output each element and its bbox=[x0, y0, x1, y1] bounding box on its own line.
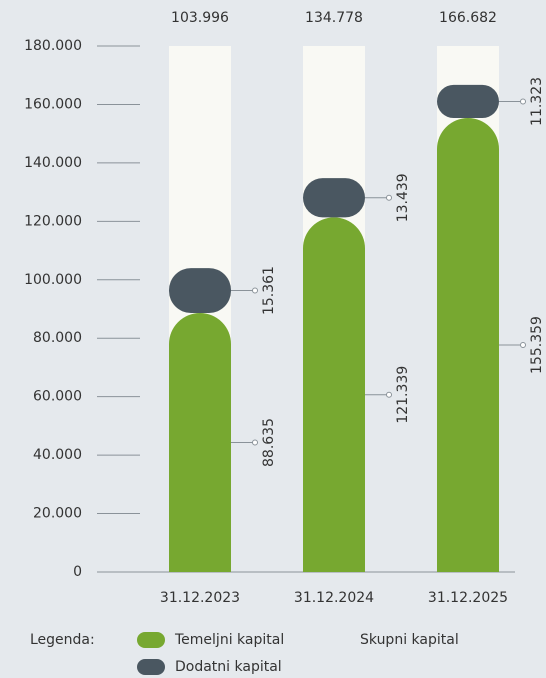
y-tick-label: 40.000 bbox=[33, 447, 82, 463]
leader-dot bbox=[520, 342, 526, 349]
bar-segment bbox=[169, 313, 231, 572]
legend-label: Temeljni kapital bbox=[174, 632, 284, 648]
leader-dot bbox=[386, 194, 392, 201]
y-tick-label: 0 bbox=[73, 564, 82, 580]
y-tick-label: 120.000 bbox=[24, 213, 82, 229]
data-label: 88.635 bbox=[261, 418, 277, 467]
y-tick-label: 60.000 bbox=[33, 389, 82, 405]
bar-segment bbox=[437, 84, 499, 119]
leader-dot bbox=[252, 287, 258, 294]
total-label: 103.996 bbox=[171, 10, 229, 26]
data-label: 13.439 bbox=[395, 173, 411, 222]
bar-segment bbox=[169, 268, 231, 313]
data-label: 155.359 bbox=[529, 316, 545, 374]
data-label: 15.361 bbox=[261, 266, 277, 315]
legend-swatch bbox=[137, 659, 165, 675]
leader-dot bbox=[386, 391, 392, 398]
data-label: 121.339 bbox=[395, 366, 411, 424]
y-tick-label: 20.000 bbox=[33, 506, 82, 522]
y-tick-label: 140.000 bbox=[24, 155, 82, 171]
x-tick-label: 31.12.2024 bbox=[294, 590, 374, 606]
x-tick-label: 31.12.2025 bbox=[428, 590, 508, 606]
legend-label: Skupni kapital bbox=[360, 632, 459, 648]
x-tick-label: 31.12.2023 bbox=[160, 590, 240, 606]
y-tick-label: 80.000 bbox=[33, 330, 82, 346]
y-tick-label: 160.000 bbox=[24, 96, 82, 112]
bar-segment bbox=[303, 178, 365, 218]
bar-segment bbox=[437, 118, 499, 573]
data-label: 11.323 bbox=[529, 77, 545, 126]
leader-dot bbox=[520, 98, 526, 105]
y-tick-label: 180.000 bbox=[24, 38, 82, 54]
legend-title: Legenda: bbox=[30, 632, 95, 648]
total-label: 134.778 bbox=[305, 10, 363, 26]
leader-dot bbox=[252, 439, 258, 446]
total-label: 166.682 bbox=[439, 10, 497, 26]
legend-label: Dodatni kapital bbox=[175, 659, 282, 675]
y-tick-label: 100.000 bbox=[24, 272, 82, 288]
legend-swatch bbox=[137, 632, 165, 648]
bar-segment bbox=[303, 217, 365, 572]
